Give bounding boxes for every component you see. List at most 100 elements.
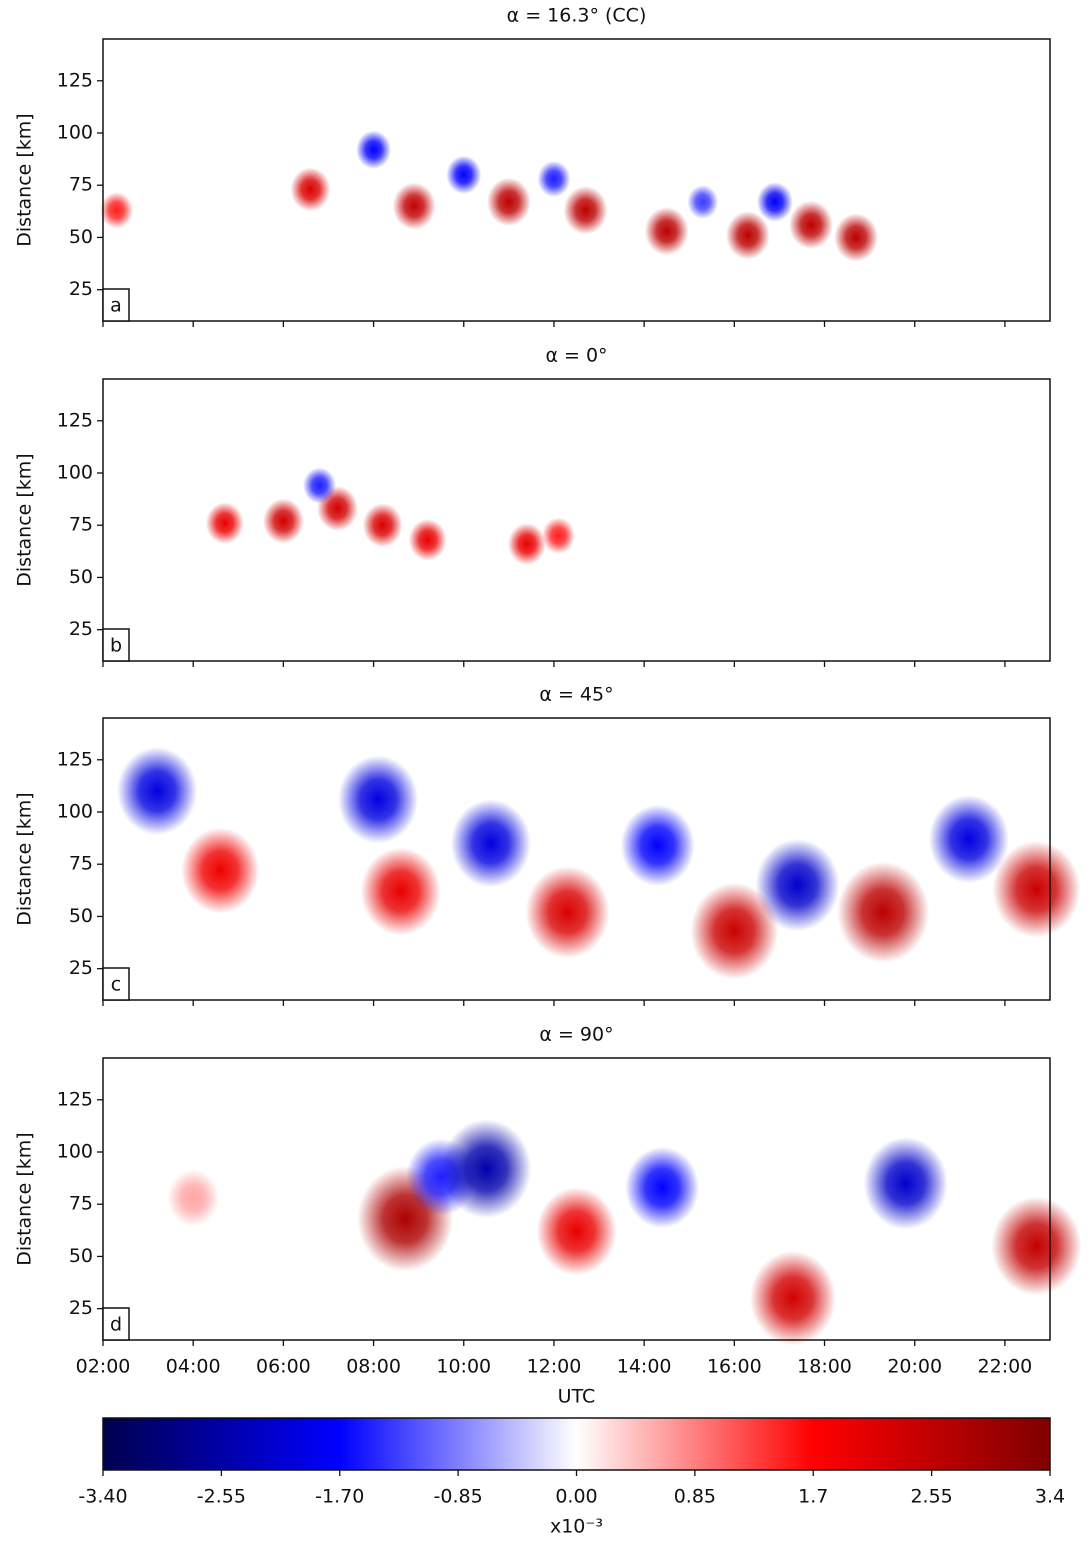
vortex [536,1187,617,1276]
colorbar-tick-label: 1.7 [798,1486,828,1508]
panel-title: α = 90° [539,1024,613,1046]
panel-label: c [111,974,121,996]
x-tick-label: 18:00 [797,1356,852,1378]
x-tick-label: 20:00 [887,1356,942,1378]
x-axis-label: UTC [558,1386,596,1408]
vortex [756,182,793,222]
vortex [486,177,531,227]
y-tick-label: 100 [57,1141,93,1163]
y-tick-label: 125 [57,69,93,91]
x-tick-label: 22:00 [978,1356,1033,1378]
plot-frame [102,38,1051,322]
vortex [991,1196,1082,1296]
vortex [290,167,331,212]
colorbar-tick-label: -0.85 [434,1486,483,1508]
colorbar-tick-label: -1.70 [315,1486,364,1508]
panel-label-box [102,1307,130,1341]
y-tick-label: 75 [69,1193,93,1215]
colorbar-tick-label: -2.55 [197,1486,246,1508]
y-tick-label: 25 [69,278,93,300]
panel-label: d [110,1314,122,1336]
vortex [834,213,879,262]
y-tick-label: 75 [69,174,93,196]
plot-frame [102,717,1051,1001]
plot-background [103,379,1050,661]
panel-title: α = 0° [545,345,607,367]
y-tick-label: 50 [69,226,93,248]
vortex [167,1169,220,1227]
y-tick-label: 75 [69,514,93,536]
vortex [928,795,1009,884]
y-axis-label: Distance [km] [14,1132,36,1265]
vortex [262,498,304,544]
plot-frame [102,378,1051,662]
y-axis-label: Distance [km] [14,113,36,246]
vortex [837,861,930,963]
y-tick-label: 75 [69,853,93,875]
x-tick-label: 10:00 [436,1356,491,1378]
vortex [408,518,447,561]
vortex [690,882,779,980]
y-tick-label: 50 [69,1245,93,1267]
panel-title: α = 45° [539,684,613,706]
vortex [755,838,840,932]
vortex [863,1137,948,1230]
panel-label-box [102,967,130,1001]
vortex [788,200,833,250]
vortex [450,799,531,888]
colorbar-tick-label: 0.85 [674,1486,716,1508]
colorbar [102,1417,1051,1471]
vortex [338,755,419,844]
x-tick-label: 06:00 [256,1356,311,1378]
vortex [625,1146,700,1229]
vortex [725,211,770,260]
x-tick-label: 12:00 [527,1356,582,1378]
y-tick-label: 125 [57,748,93,770]
y-tick-label: 125 [57,409,93,431]
panel-label-box [102,628,130,662]
panel-label: a [110,295,122,317]
vortex [446,155,482,195]
y-tick-label: 100 [57,801,93,823]
vortex [117,747,198,836]
vortex [749,1250,836,1346]
vortex [205,502,244,545]
vortex [644,206,689,256]
vortex [541,517,575,554]
panel-title: α = 16.3° (CC) [507,5,647,27]
y-tick-label: 25 [69,618,93,640]
colorbar-tick-label: 0.00 [555,1486,597,1508]
vortex [360,847,441,936]
vortex [563,186,608,235]
vortex [302,467,336,504]
x-tick-label: 14:00 [617,1356,672,1378]
x-tick-label: 04:00 [166,1356,221,1378]
colorbar-tick-label: 3.4 [1035,1486,1065,1508]
y-tick-label: 25 [69,1297,93,1319]
vortex [392,182,436,230]
vortex [100,192,134,229]
y-axis-label: Distance [km] [14,453,36,586]
y-tick-label: 100 [57,122,93,144]
plot-background [103,39,1050,321]
vortex [356,130,392,169]
vortex [525,866,610,959]
plot-frame [102,1057,1051,1341]
y-tick-label: 50 [69,905,93,927]
x-tick-label: 16:00 [707,1356,762,1378]
vortex [687,184,719,219]
panel-label: b [110,635,122,657]
vortex [507,523,546,565]
vortex [537,160,571,198]
y-tick-label: 25 [69,957,93,979]
x-tick-label: 08:00 [346,1356,401,1378]
x-tick-label: 02:00 [76,1356,131,1378]
vortex [362,503,403,548]
panel-label-box [102,288,130,322]
vortex [441,1119,532,1219]
colorbar-label: x10⁻³ [550,1516,603,1538]
colorbar-tick-label: -3.40 [78,1486,127,1508]
y-tick-label: 100 [57,462,93,484]
vortex [992,840,1081,938]
